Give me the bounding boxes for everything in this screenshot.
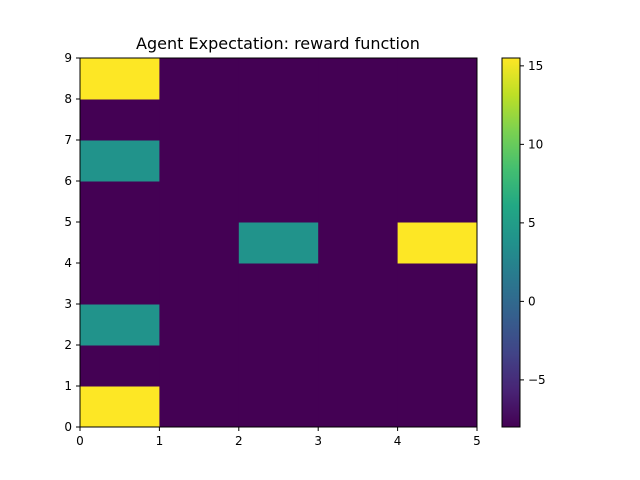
heatmap-cell-r8-c0 [80, 58, 160, 100]
x-tick-label: 5 [473, 434, 481, 448]
chart-title: Agent Expectation: reward function [136, 34, 420, 53]
y-tick-label: 8 [64, 92, 72, 106]
heatmap-cell-r2-c1 [159, 304, 240, 346]
y-tick-label: 9 [64, 51, 72, 65]
heatmap-cell-r8-c2 [238, 58, 319, 100]
heatmap-cell-r1-c1 [159, 345, 240, 387]
heatmap-cell-r7-c1 [159, 99, 240, 141]
heatmap-cell-r1-c3 [318, 345, 399, 387]
heatmap-cell-r3-c2 [238, 263, 319, 305]
heatmap-cell-r5-c3 [318, 181, 399, 223]
y-tick-label: 5 [64, 215, 72, 229]
heatmap-cell-r6-c3 [318, 140, 399, 182]
heatmap-cell-r7-c0 [80, 99, 160, 141]
heatmap-cell-r0-c4 [397, 386, 478, 428]
heatmap-cell-r3-c1 [159, 263, 240, 305]
colorbar-tick-label: 15 [528, 59, 543, 73]
heatmap-cell-r6-c0 [80, 140, 160, 182]
x-tick-label: 0 [76, 434, 84, 448]
heatmap-cell-r3-c4 [397, 263, 478, 305]
y-tick-label: 1 [64, 379, 72, 393]
heatmap-cell-r6-c2 [238, 140, 319, 182]
heatmap-cell-r2-c3 [318, 304, 399, 346]
heatmap-cell-r1-c4 [397, 345, 478, 387]
heatmap-cells [80, 58, 478, 428]
heatmap-cell-r5-c1 [159, 181, 240, 223]
colorbar-tick-label: 10 [528, 137, 543, 151]
x-axis: 0 1 2 3 4 5 [76, 427, 481, 448]
y-tick-label: 3 [64, 297, 72, 311]
heatmap-cell-r4-c4 [397, 222, 478, 264]
heatmap-cell-r7-c3 [318, 99, 399, 141]
heatmap-cell-r8-c4 [397, 58, 478, 100]
heatmap-cell-r4-c0 [80, 222, 160, 264]
heatmap-cell-r0-c1 [159, 386, 240, 428]
heatmap-cell-r2-c2 [238, 304, 319, 346]
colorbar [501, 57, 521, 428]
colorbar-tick-label: −5 [528, 373, 546, 387]
y-tick-label: 7 [64, 133, 72, 147]
heatmap-cell-r1-c2 [238, 345, 319, 387]
heatmap-cell-r7-c2 [238, 99, 319, 141]
heatmap-cell-r8-c1 [159, 58, 240, 100]
heatmap-cell-r2-c0 [80, 304, 160, 346]
colorbar-axis: 15 10 5 0 −5 [520, 59, 546, 387]
heatmap-cell-r0-c3 [318, 386, 399, 428]
heatmap-cell-r6-c1 [159, 140, 240, 182]
x-tick-label: 1 [156, 434, 164, 448]
y-tick-label: 0 [64, 420, 72, 434]
y-tick-label: 4 [64, 256, 72, 270]
heatmap-cell-r3-c0 [80, 263, 160, 305]
x-tick-label: 3 [314, 434, 322, 448]
y-axis: 0 1 2 3 4 5 6 7 8 9 [64, 51, 80, 434]
heatmap-cell-r7-c4 [397, 99, 478, 141]
heatmap-cell-r4-c2 [238, 222, 319, 264]
heatmap-cell-r0-c2 [238, 386, 319, 428]
colorbar-tick-label: 0 [528, 294, 536, 308]
x-tick-label: 4 [394, 434, 402, 448]
heatmap-cell-r6-c4 [397, 140, 478, 182]
colorbar-tick-label: 5 [528, 216, 536, 230]
heatmap-cell-r8-c3 [318, 58, 399, 100]
heatmap-cell-r2-c4 [397, 304, 478, 346]
heatmap-cell-r5-c0 [80, 181, 160, 223]
heatmap-cell-r5-c4 [397, 181, 478, 223]
heatmap-cell-r5-c2 [238, 181, 319, 223]
plot-frame [79, 57, 478, 428]
y-tick-label: 6 [64, 174, 72, 188]
heatmap-cell-r1-c0 [80, 345, 160, 387]
heatmap-cell-r4-c1 [159, 222, 240, 264]
y-tick-label: 2 [64, 338, 72, 352]
heatmap-cell-r4-c3 [318, 222, 399, 264]
x-tick-label: 2 [235, 434, 243, 448]
heatmap-cell-r0-c0 [80, 386, 160, 428]
heatmap-cell-r3-c3 [318, 263, 399, 305]
